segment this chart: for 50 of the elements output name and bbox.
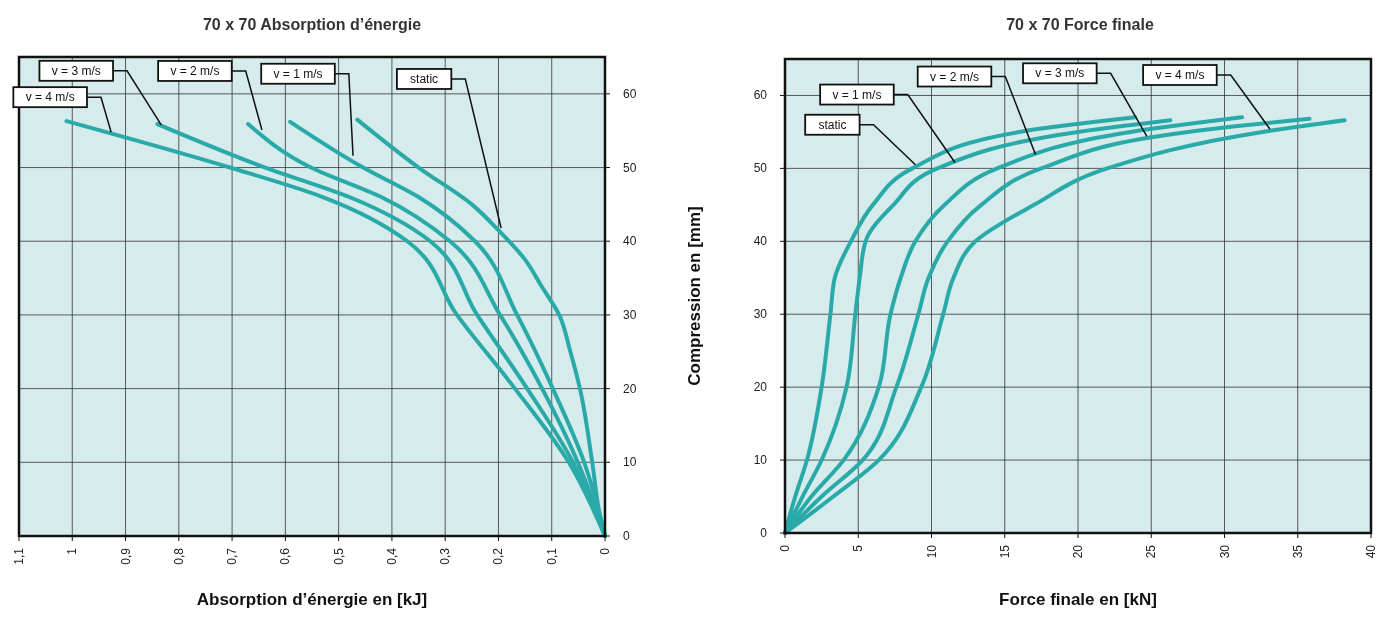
y-axis-title: Compression en [mm] bbox=[685, 206, 704, 386]
y-tick-label: 0 bbox=[623, 529, 630, 543]
x-tick-label: 0,9 bbox=[118, 547, 133, 565]
x-tick-label: 15 bbox=[997, 544, 1012, 559]
y-tick-label: 30 bbox=[623, 307, 637, 322]
x-tick-label: 0,1 bbox=[544, 547, 559, 565]
y-tick-label: 20 bbox=[623, 381, 637, 396]
x-tick-label: 0,4 bbox=[384, 547, 399, 565]
chart-title: 70 x 70 Absorption d’énergie bbox=[202, 16, 422, 33]
x-tick-label: 0 bbox=[778, 544, 792, 552]
y-tick-label: 0 bbox=[760, 526, 768, 540]
x-tick-label: 0,8 bbox=[171, 547, 186, 565]
x-tick-label: 0 bbox=[598, 547, 612, 555]
x-tick-label: 0,6 bbox=[278, 547, 293, 565]
y-tick-label: 10 bbox=[623, 455, 637, 470]
y-tick-label: 50 bbox=[623, 160, 637, 175]
y-tick-label: 30 bbox=[753, 307, 768, 322]
annotation: v = 3 m/s bbox=[51, 63, 101, 78]
chart-title: 70 x 70 Force finale bbox=[1006, 16, 1154, 33]
y-tick-label: 20 bbox=[753, 380, 768, 395]
y-tick-label: 50 bbox=[753, 161, 768, 176]
x-tick-label: 1,1 bbox=[12, 547, 26, 565]
annotation: static bbox=[410, 71, 439, 86]
y-tick-label: 60 bbox=[623, 86, 637, 101]
x-tick-label: 0,3 bbox=[438, 547, 453, 565]
x-tick-label: 0,2 bbox=[491, 547, 506, 565]
x-tick-label: 20 bbox=[1071, 544, 1085, 559]
annotation: v = 1 m/s bbox=[273, 66, 323, 81]
x-tick-label: 0,5 bbox=[331, 547, 346, 565]
y-tick-label: 60 bbox=[753, 88, 768, 103]
x-tick-label: 25 bbox=[1144, 544, 1159, 559]
x-tick-label: 30 bbox=[1217, 544, 1232, 559]
y-tick-label: 40 bbox=[623, 234, 637, 249]
annotation: static bbox=[818, 117, 847, 132]
annotation: v = 2 m/s bbox=[170, 63, 220, 78]
x-tick-label: 40 bbox=[1364, 544, 1378, 559]
x-tick-label: 5 bbox=[851, 544, 866, 552]
y-tick-label: 40 bbox=[753, 234, 768, 249]
annotation: v = 4 m/s bbox=[25, 90, 75, 105]
x-tick-label: 0,7 bbox=[225, 547, 240, 565]
x-tick-label: 1 bbox=[65, 547, 80, 555]
annotation: v = 1 m/s bbox=[832, 87, 882, 102]
y-tick-label: 10 bbox=[753, 453, 768, 468]
annotation: v = 3 m/s bbox=[1035, 66, 1085, 81]
x-tick-label: 10 bbox=[924, 544, 939, 559]
x-tick-label: 35 bbox=[1290, 544, 1305, 559]
annotation: v = 2 m/s bbox=[930, 69, 980, 84]
x-axis-title: Force finale en [kN] bbox=[999, 590, 1157, 609]
x-axis-title: Absorption d’énergie en [kJ] bbox=[196, 590, 428, 609]
annotation: v = 4 m/s bbox=[1155, 68, 1205, 83]
